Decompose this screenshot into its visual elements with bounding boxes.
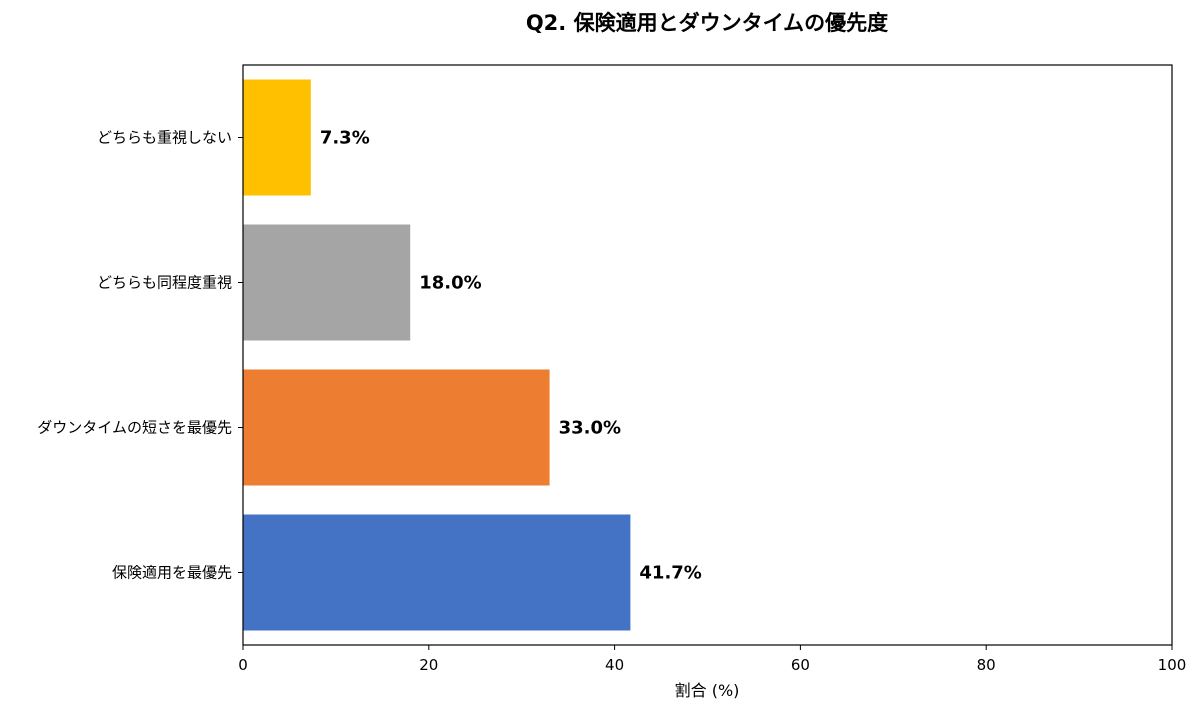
bar-value-label: 18.0% xyxy=(419,273,481,294)
y-tick-label: 保険適用を最優先 xyxy=(112,564,232,582)
bar-value-label: 41.7% xyxy=(639,563,701,584)
y-tick-label: ダウンタイムの短さを最優先 xyxy=(37,419,232,437)
bar xyxy=(243,224,411,341)
value-labels: 41.7% 33.0% 18.0% 7.3% xyxy=(320,128,702,584)
bar xyxy=(243,514,631,631)
x-tick-label: 80 xyxy=(977,656,996,674)
x-tick-label: 40 xyxy=(605,656,624,674)
x-tick-label: 0 xyxy=(238,656,248,674)
x-tick-label: 100 xyxy=(1158,656,1187,674)
plot-frame xyxy=(242,64,1173,646)
x-axis-label: 割合 (%) xyxy=(675,681,740,700)
x-tick-label: 20 xyxy=(419,656,438,674)
bar-value-label: 33.0% xyxy=(559,418,621,439)
bar-value-label: 7.3% xyxy=(320,128,370,149)
chart-title: Q2. 保険適用とダウンタイムの優先度 xyxy=(526,11,888,35)
bars xyxy=(243,79,631,631)
bar xyxy=(243,79,311,196)
bar xyxy=(243,369,550,486)
x-axis: 0 20 40 60 80 100 xyxy=(238,645,1186,674)
x-tick-label: 60 xyxy=(791,656,810,674)
y-tick-label: どちらも同程度重視 xyxy=(97,274,232,292)
y-tick-label: どちらも重視しない xyxy=(97,129,232,147)
